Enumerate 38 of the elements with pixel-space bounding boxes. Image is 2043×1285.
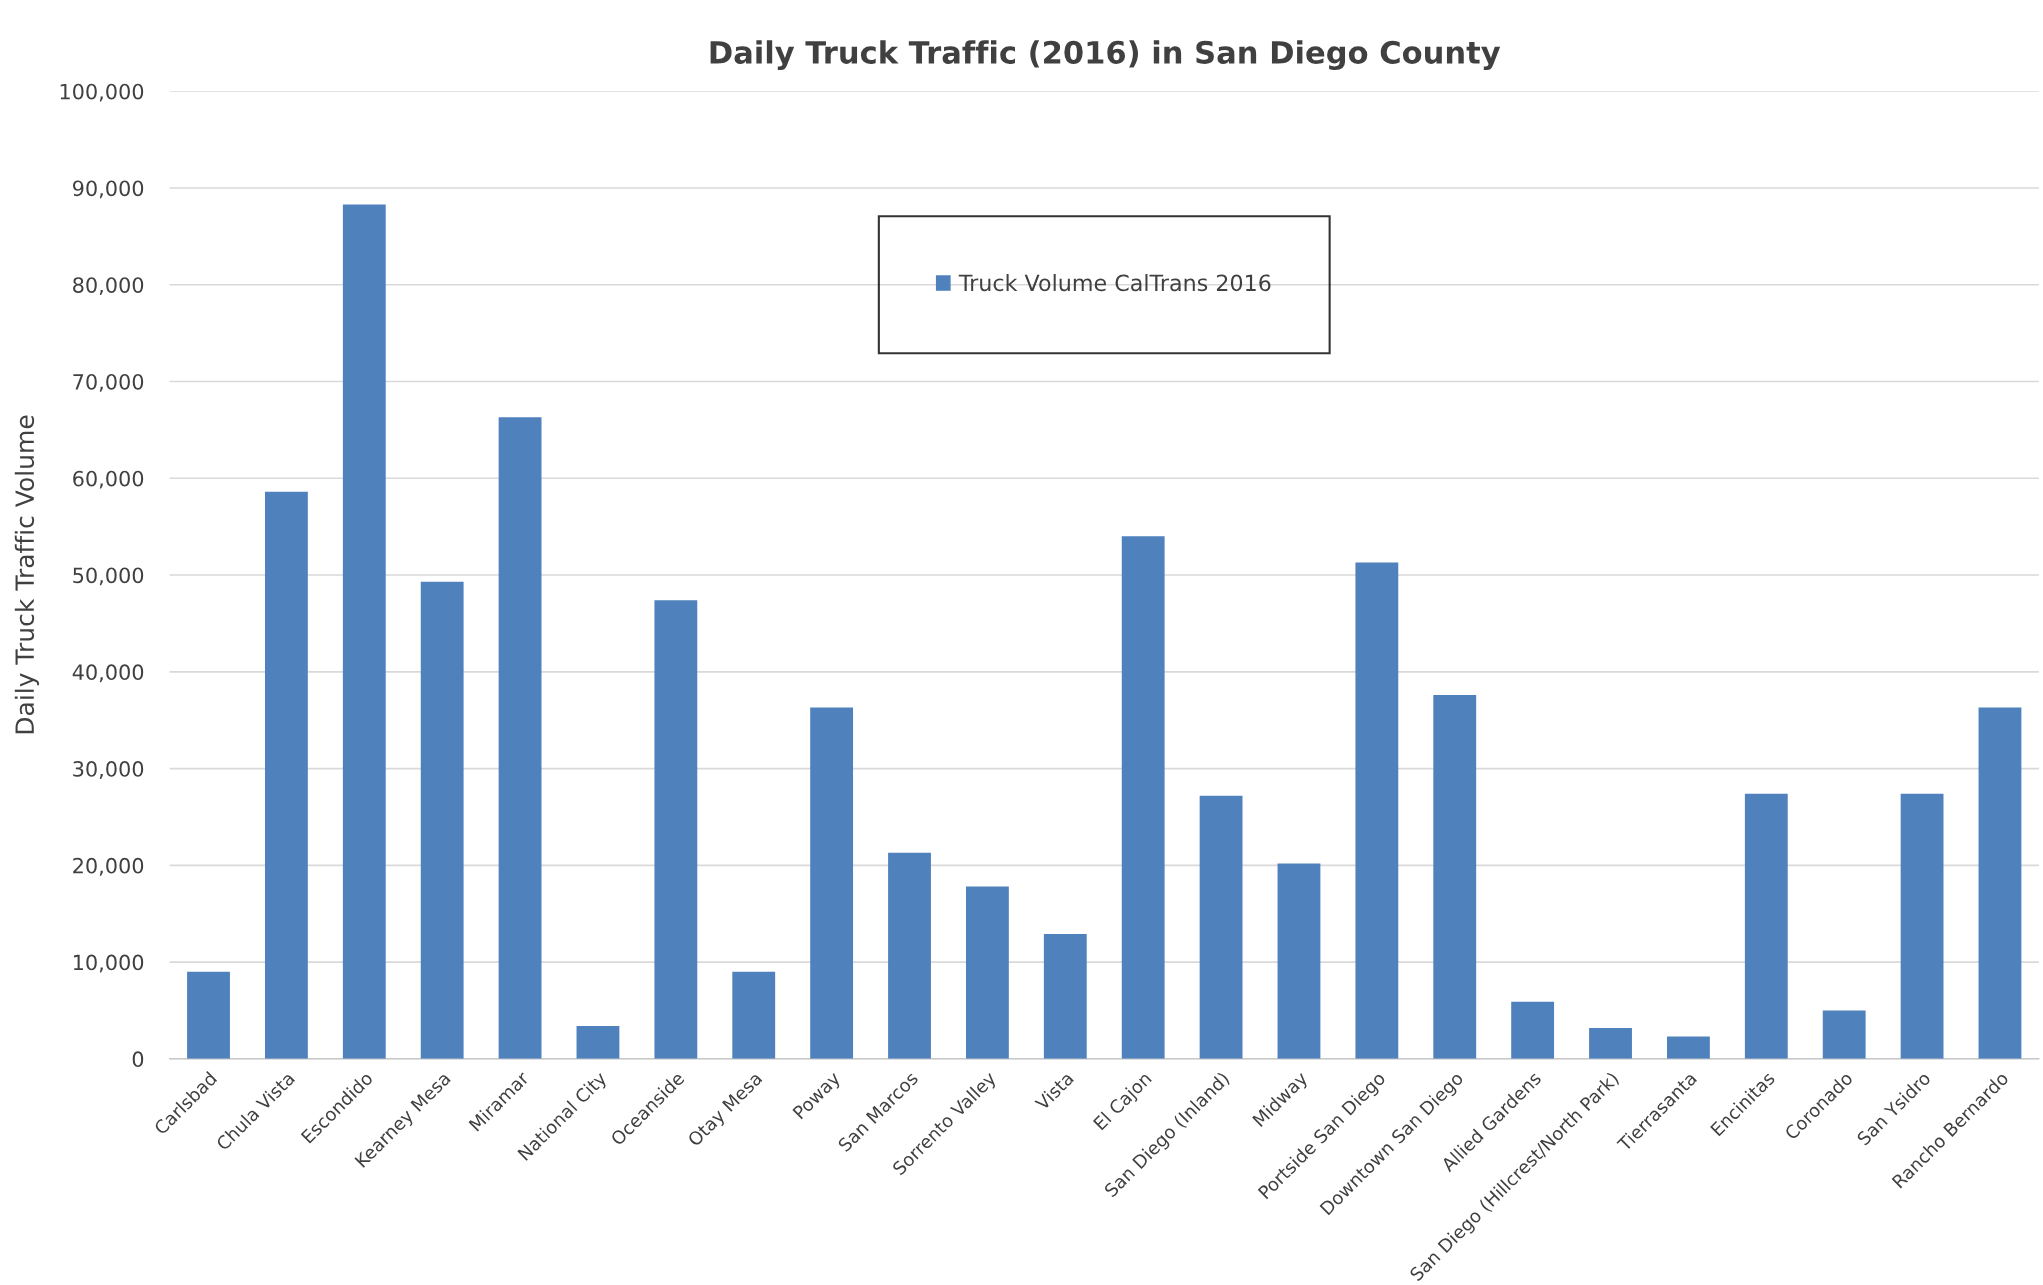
y-tick-label: 50,000 (73, 567, 144, 586)
legend-label: Truck Volume CalTrans 2016 (958, 274, 1271, 292)
bar (1277, 863, 1321, 1059)
bar (1121, 536, 1165, 1059)
bar (810, 707, 854, 1059)
y-tick-label: 30,000 (73, 761, 144, 779)
y-tick-label: 60,000 (73, 470, 144, 489)
bar (498, 417, 542, 1059)
bar (965, 886, 1009, 1059)
bar (1666, 1036, 1710, 1059)
bar (187, 971, 230, 1059)
bar (1355, 562, 1399, 1059)
bar (576, 1025, 620, 1059)
bar (654, 600, 698, 1059)
y-tick-label: 90,000 (72, 180, 144, 199)
bar (1900, 793, 1944, 1059)
y-tick-label: 80,000 (73, 277, 144, 296)
y-tick-label: 0 (132, 1051, 144, 1068)
bar (420, 581, 464, 1059)
y-axis-title: Daily Truck Traffic Volume (14, 415, 39, 734)
bar (1433, 695, 1477, 1059)
bar (1822, 1010, 1866, 1059)
y-tick-label: 70,000 (73, 373, 144, 392)
bar (1589, 1027, 1632, 1059)
chart-title: Daily Truck Traffic (2016) in San Diego County (710, 40, 1501, 71)
bar (1511, 1001, 1555, 1059)
bar (1199, 795, 1243, 1059)
bar (888, 852, 931, 1059)
bar (1043, 934, 1087, 1059)
bar (1744, 793, 1788, 1059)
bar (264, 491, 308, 1059)
y-tick-label: 40,000 (72, 664, 144, 683)
bar (732, 971, 776, 1059)
bar (342, 204, 386, 1059)
y-tick-label: 20,000 (73, 857, 144, 876)
bar (1978, 707, 2022, 1059)
y-tick-label: 10,000 (73, 954, 144, 973)
y-tick-label: 100,000 (60, 83, 144, 102)
